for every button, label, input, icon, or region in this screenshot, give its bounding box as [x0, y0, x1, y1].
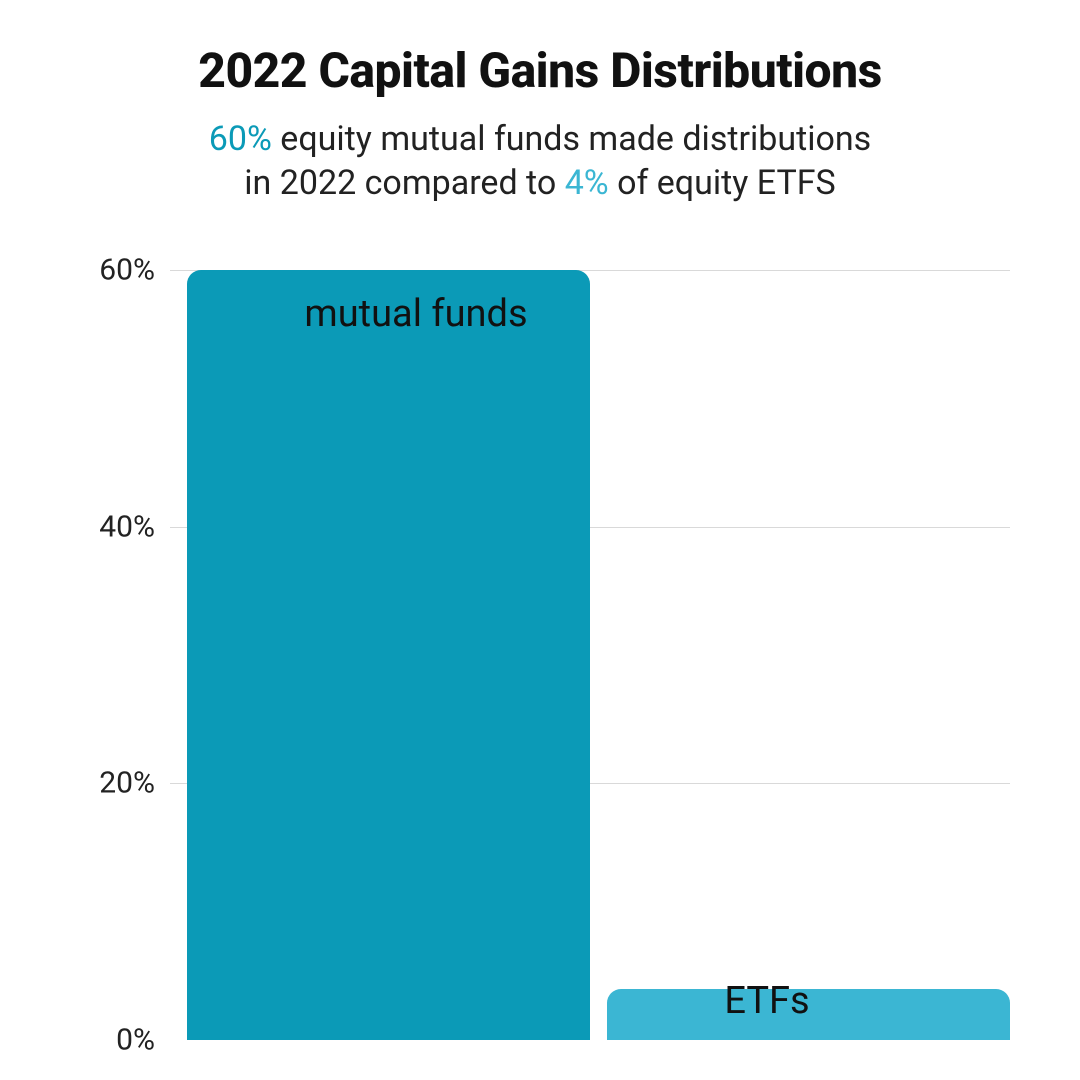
chart-subtitle: 60% equity mutual funds made distributio… — [0, 117, 1080, 205]
y-tick-label: 60% — [70, 253, 165, 288]
y-tick-label: 40% — [70, 509, 165, 544]
bar-mutual-funds — [187, 270, 590, 1040]
bar-label: mutual funds — [304, 292, 527, 336]
subtitle-part: in 2022 compared to — [244, 163, 564, 203]
subtitle-part: of equity ETFS — [609, 163, 836, 203]
plot-area: mutual funds ETFs — [170, 270, 1010, 1040]
chart-area: mutual fundsETFs 0%20%40%60% — [70, 270, 1010, 1040]
y-tick-label: 20% — [70, 766, 165, 801]
bar-label: ETFs — [724, 979, 809, 1023]
subtitle-part: 4% — [565, 163, 609, 203]
subtitle-part: equity mutual funds made distributions — [272, 119, 871, 159]
chart-title: 2022 Capital Gains Distributions — [0, 0, 1080, 99]
y-tick-label: 0% — [70, 1023, 165, 1058]
subtitle-part: 60% — [209, 119, 272, 159]
